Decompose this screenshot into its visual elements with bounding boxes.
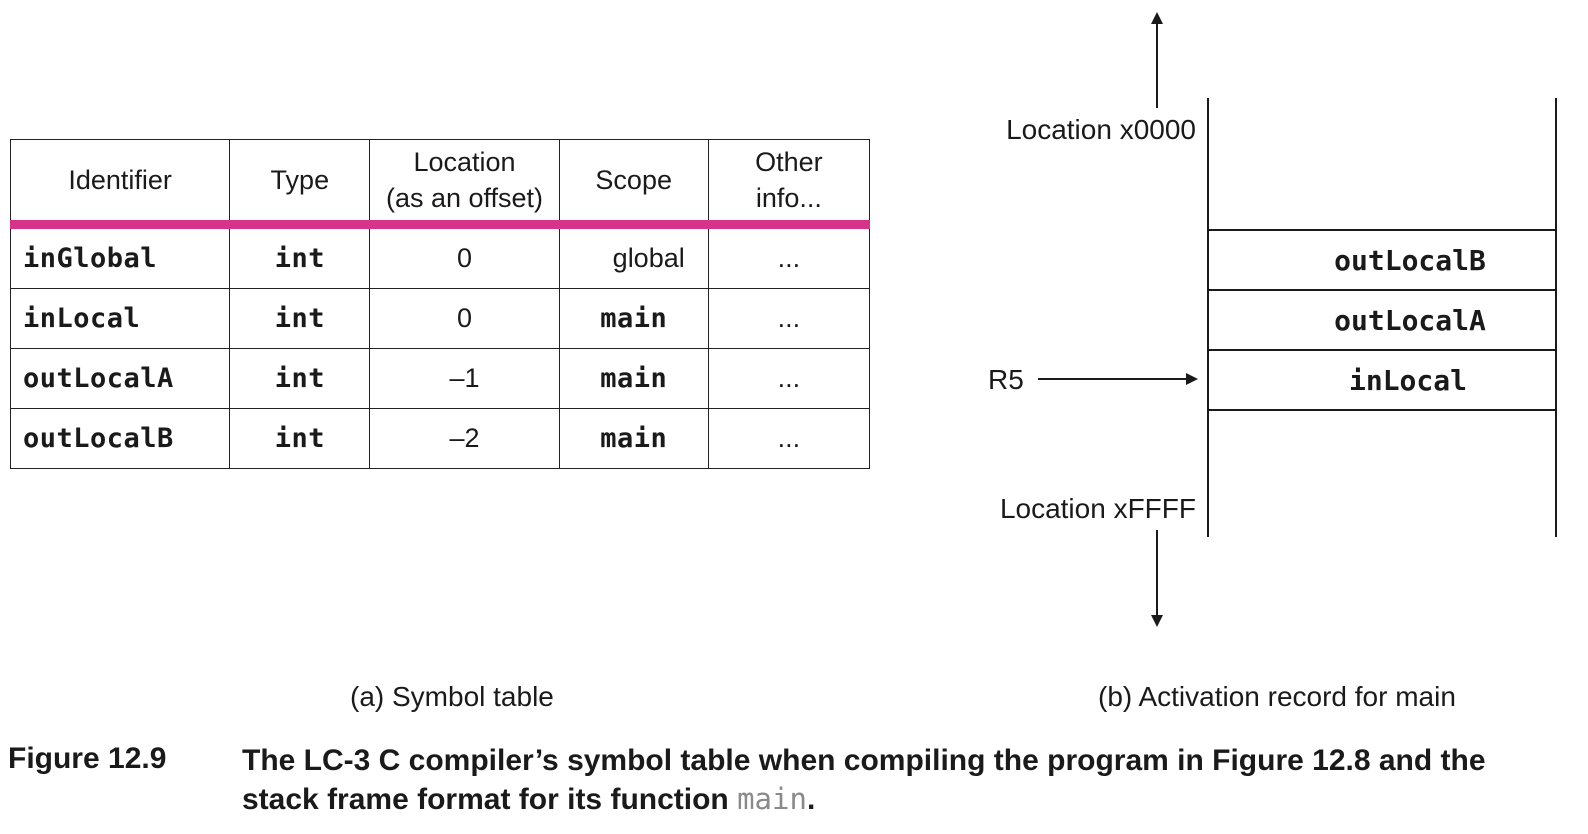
table-row: inLocal int 0 main ... [9, 288, 871, 349]
symbol-table: Identifier Type Location (as an offset) … [9, 139, 871, 469]
cell-scope: main [558, 348, 709, 409]
figure-caption-code: main [737, 782, 807, 816]
cell-location: –1 [369, 348, 560, 409]
header-identifier: Identifier [9, 139, 231, 229]
header-location: Location (as an offset) [369, 139, 560, 229]
cell-identifier: inGlobal [9, 224, 231, 289]
caption-activation-record: (b) Activation record for main [1098, 681, 1456, 712]
cell-identifier: outLocalA [9, 348, 231, 409]
header-scope: Scope [558, 139, 709, 229]
header-other-info: Other info... [707, 139, 871, 229]
stack-cell-outlocala: outLocalA [1334, 304, 1486, 337]
stack-cell-inlocal: inLocal [1349, 364, 1467, 397]
figure-caption: The LC-3 C compiler’s symbol table when … [242, 742, 1562, 819]
header-type: Type [229, 139, 371, 229]
cell-location: –2 [369, 408, 560, 469]
cell-other: ... [707, 408, 871, 469]
cell-other: ... [707, 224, 871, 289]
cell-identifier: inLocal [9, 288, 231, 349]
table-header-row: Identifier Type Location (as an offset) … [9, 139, 871, 229]
cell-type: int [229, 348, 371, 409]
stack-cell-outlocalb: outLocalB [1334, 244, 1486, 277]
bottom-location-label: Location xFFFF [1000, 493, 1196, 524]
caption-symbol-table: (a) Symbol table [350, 681, 554, 712]
cell-other: ... [707, 288, 871, 349]
r5-label: R5 [988, 364, 1024, 395]
figure-caption-text: The LC-3 C compiler’s symbol table when … [242, 744, 1486, 816]
cell-scope: main [558, 408, 709, 469]
figure-caption-period: . [806, 783, 816, 816]
table-row: outLocalB int –2 main ... [9, 408, 871, 469]
cell-type: int [229, 408, 371, 469]
figure-label: Figure 12.9 [8, 742, 167, 775]
table-row: inGlobal int 0 global ... [9, 224, 871, 289]
top-location-label: Location x0000 [1006, 114, 1196, 145]
cell-type: int [229, 288, 371, 349]
cell-identifier: outLocalB [9, 408, 231, 469]
cell-location: 0 [369, 224, 560, 289]
